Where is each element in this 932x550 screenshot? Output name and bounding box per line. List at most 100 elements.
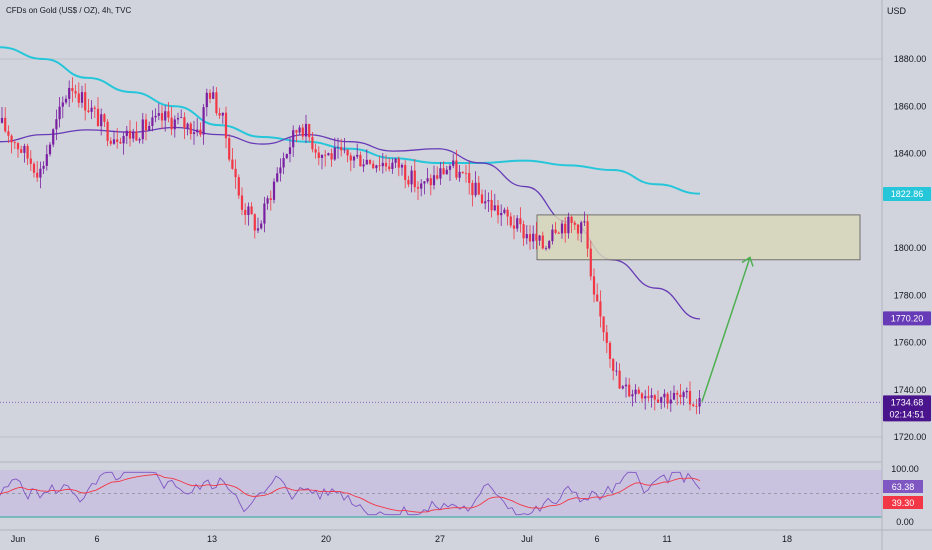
candle-body: [365, 159, 368, 165]
candle-body: [285, 153, 288, 159]
candle-body: [352, 156, 356, 161]
candle-body: [112, 139, 116, 144]
candle-body: [397, 158, 400, 168]
candle-body: [205, 92, 208, 108]
candle-body: [538, 235, 541, 241]
candle-body: [573, 222, 576, 225]
candle-body: [528, 234, 532, 242]
candle-body: [368, 159, 372, 164]
candle-body: [663, 393, 666, 398]
candle-body: [125, 130, 128, 136]
candle-body: [154, 115, 157, 118]
candle-body: [269, 198, 272, 200]
candle-body: [29, 158, 32, 164]
candle-body: [202, 107, 205, 135]
candle-body: [468, 172, 471, 183]
candle-body: [119, 141, 122, 144]
arrow-shaft: [701, 257, 751, 402]
candle-body: [544, 248, 548, 250]
candle-body: [122, 135, 125, 144]
candle-body: [253, 214, 256, 231]
candle-body: [567, 216, 570, 234]
candle-body: [410, 170, 413, 185]
candle-body: [605, 332, 608, 343]
candle-body: [484, 201, 487, 204]
candle-body: [71, 87, 74, 92]
candle-body: [695, 405, 698, 407]
candle-body: [522, 224, 525, 239]
candle-body: [77, 93, 80, 103]
x-tick-label: 11: [662, 534, 671, 544]
candle-body: [135, 131, 138, 141]
candle-body: [23, 145, 26, 153]
candle-body: [10, 135, 13, 143]
x-tick-label: 18: [782, 534, 792, 544]
candle-body: [624, 384, 628, 387]
rsi-ma-tag: [883, 496, 923, 509]
candle-body: [580, 222, 583, 234]
candle-body: [394, 158, 397, 163]
y-tick-label: 1720.00: [894, 432, 927, 442]
candle-body: [560, 223, 564, 234]
candle-body: [141, 119, 144, 140]
price-tag-bg: [883, 311, 931, 326]
x-tick-label: Jun: [11, 534, 26, 544]
candle-body: [186, 123, 189, 129]
x-tick-label: 20: [321, 534, 331, 544]
candle-body: [58, 106, 61, 120]
candle-body: [429, 178, 432, 186]
candle-body: [506, 209, 509, 217]
candle-body: [621, 386, 624, 389]
candle-body: [343, 149, 346, 151]
candle-body: [311, 137, 314, 150]
price-tag-bg: [883, 186, 931, 201]
candle-body: [52, 129, 55, 145]
candle-body: [68, 87, 71, 99]
candle-body: [359, 154, 362, 167]
arrow-head: [741, 256, 754, 267]
y-tick-label: 1840.00: [894, 149, 927, 159]
price-tag-bg: [883, 395, 931, 422]
chart-title: CFDs on Gold (US$ / OZ), 4h, TVC: [6, 6, 132, 15]
candle-body: [628, 384, 631, 397]
candle-body: [554, 229, 557, 233]
candle-body: [356, 154, 359, 157]
projection-arrow[interactable]: [701, 256, 754, 402]
candle-body: [493, 205, 496, 211]
candle-body: [692, 404, 695, 406]
candle-body: [682, 392, 685, 398]
countdown-label: 02:14:51: [889, 409, 924, 419]
rsi-tick-label: 0.00: [896, 517, 914, 527]
candle-body: [618, 370, 621, 389]
candle-body: [109, 140, 112, 144]
rsi-ma-line: [0, 474, 701, 513]
candle-body: [391, 162, 394, 170]
candle-body: [295, 130, 298, 133]
candle-body: [208, 92, 212, 99]
candle-body: [676, 392, 679, 395]
y-tick-label: 1860.00: [894, 101, 927, 111]
candle-body: [282, 158, 285, 168]
candlestick-series[interactable]: [0, 77, 701, 415]
candle-body: [688, 390, 692, 405]
candle-body: [381, 162, 384, 167]
candle-body: [39, 168, 42, 178]
ma-slow-line: [0, 46, 701, 195]
candle-body: [644, 396, 647, 399]
rsi-panel[interactable]: [0, 461, 882, 518]
candle-body: [589, 248, 592, 277]
candle-body: [333, 147, 336, 160]
candle-body: [637, 389, 640, 394]
candle-body: [602, 316, 605, 333]
candle-body: [464, 172, 468, 174]
price-axis[interactable]: 1880.00 1860.00 1840.00 1800.00 1780.00 1760.…: [881, 0, 927, 550]
candle-body: [631, 394, 634, 397]
candle-body: [592, 276, 596, 295]
candle-body: [36, 172, 39, 178]
candle-body: [448, 165, 452, 170]
candle-body: [432, 175, 436, 186]
time-axis[interactable]: Jun 6 13 20 27 Jul 6 11 18: [0, 529, 932, 544]
candle-body: [586, 221, 589, 249]
candle-body: [656, 399, 660, 403]
